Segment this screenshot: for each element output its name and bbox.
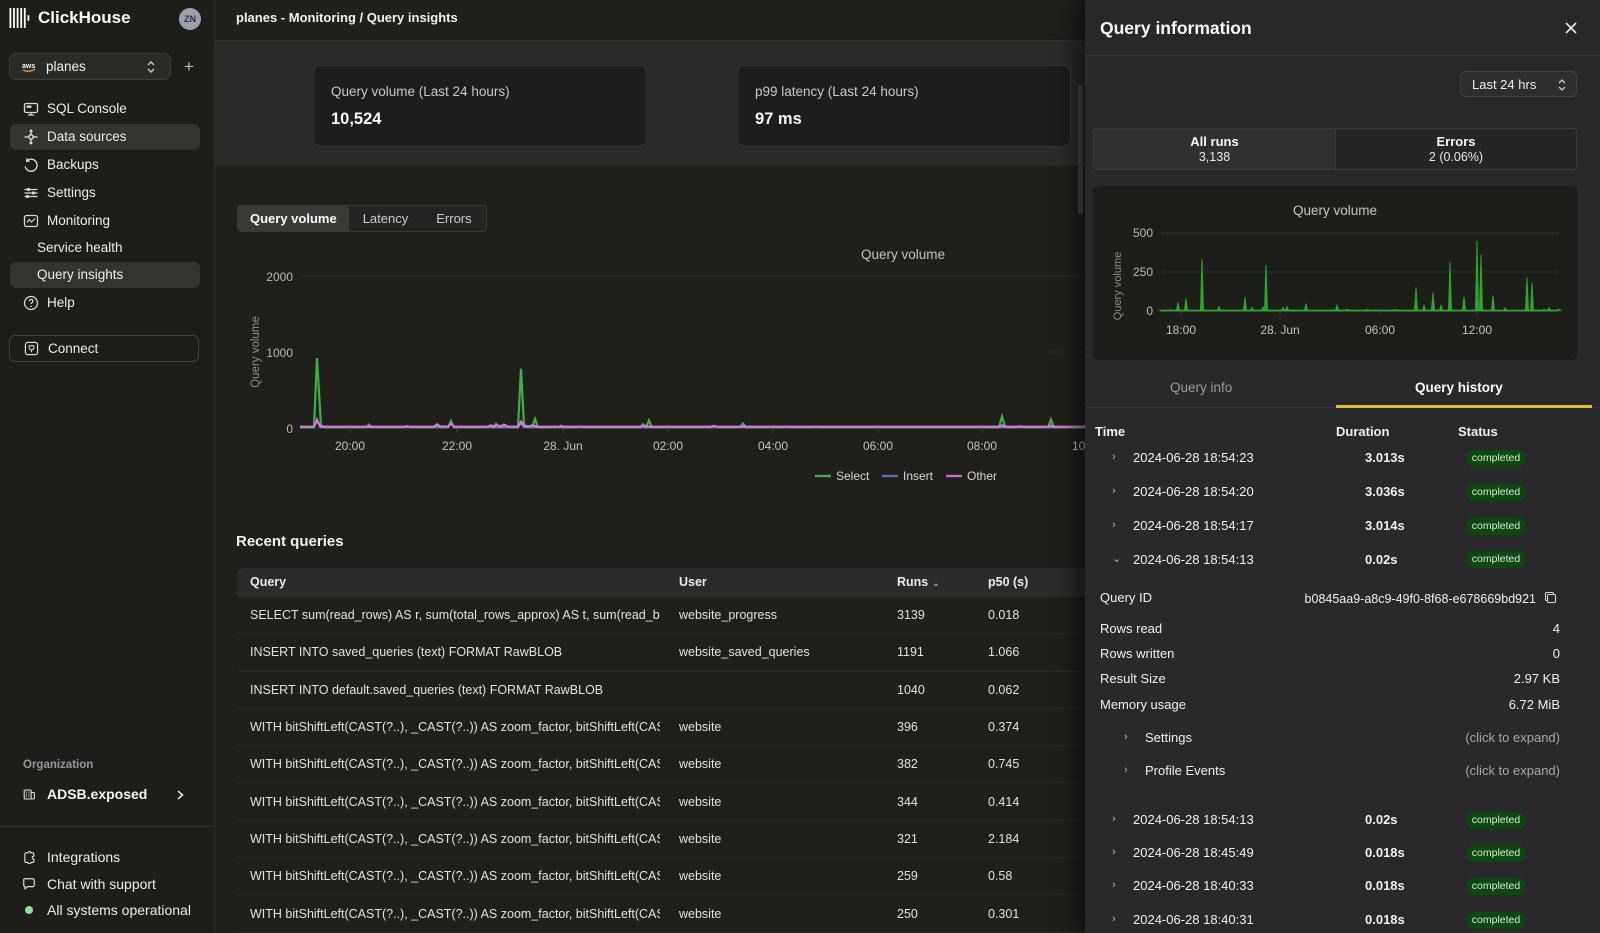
- svg-text:28. Jun: 28. Jun: [1260, 323, 1299, 337]
- svg-text:20:00: 20:00: [335, 439, 365, 453]
- svg-text:28. Jun: 28. Jun: [543, 439, 582, 453]
- svg-text:Insert: Insert: [903, 469, 934, 483]
- svg-text:18:00: 18:00: [1166, 323, 1196, 337]
- svg-text:aws: aws: [22, 63, 35, 70]
- svg-text:250: 250: [1133, 265, 1153, 279]
- svg-text:500: 500: [1133, 226, 1153, 240]
- svg-text:06:00: 06:00: [863, 439, 893, 453]
- svg-text:Query volume: Query volume: [250, 316, 262, 388]
- svg-text:Query volume: Query volume: [861, 247, 945, 262]
- svg-text:Other: Other: [967, 469, 997, 483]
- svg-text:Query volume: Query volume: [1293, 203, 1377, 218]
- svg-text:0: 0: [1146, 304, 1153, 318]
- svg-text:04:00: 04:00: [758, 439, 788, 453]
- svg-text:02:00: 02:00: [653, 439, 683, 453]
- svg-text:Query volume: Query volume: [1112, 252, 1124, 320]
- svg-text:0: 0: [286, 422, 293, 436]
- svg-text:22:00: 22:00: [442, 439, 472, 453]
- svg-text:08:00: 08:00: [967, 439, 997, 453]
- svg-text:2000: 2000: [266, 270, 293, 284]
- svg-text:Select: Select: [836, 469, 870, 483]
- svg-text:1000: 1000: [266, 346, 293, 360]
- svg-text:06:00: 06:00: [1365, 323, 1395, 337]
- svg-text:12:00: 12:00: [1462, 323, 1492, 337]
